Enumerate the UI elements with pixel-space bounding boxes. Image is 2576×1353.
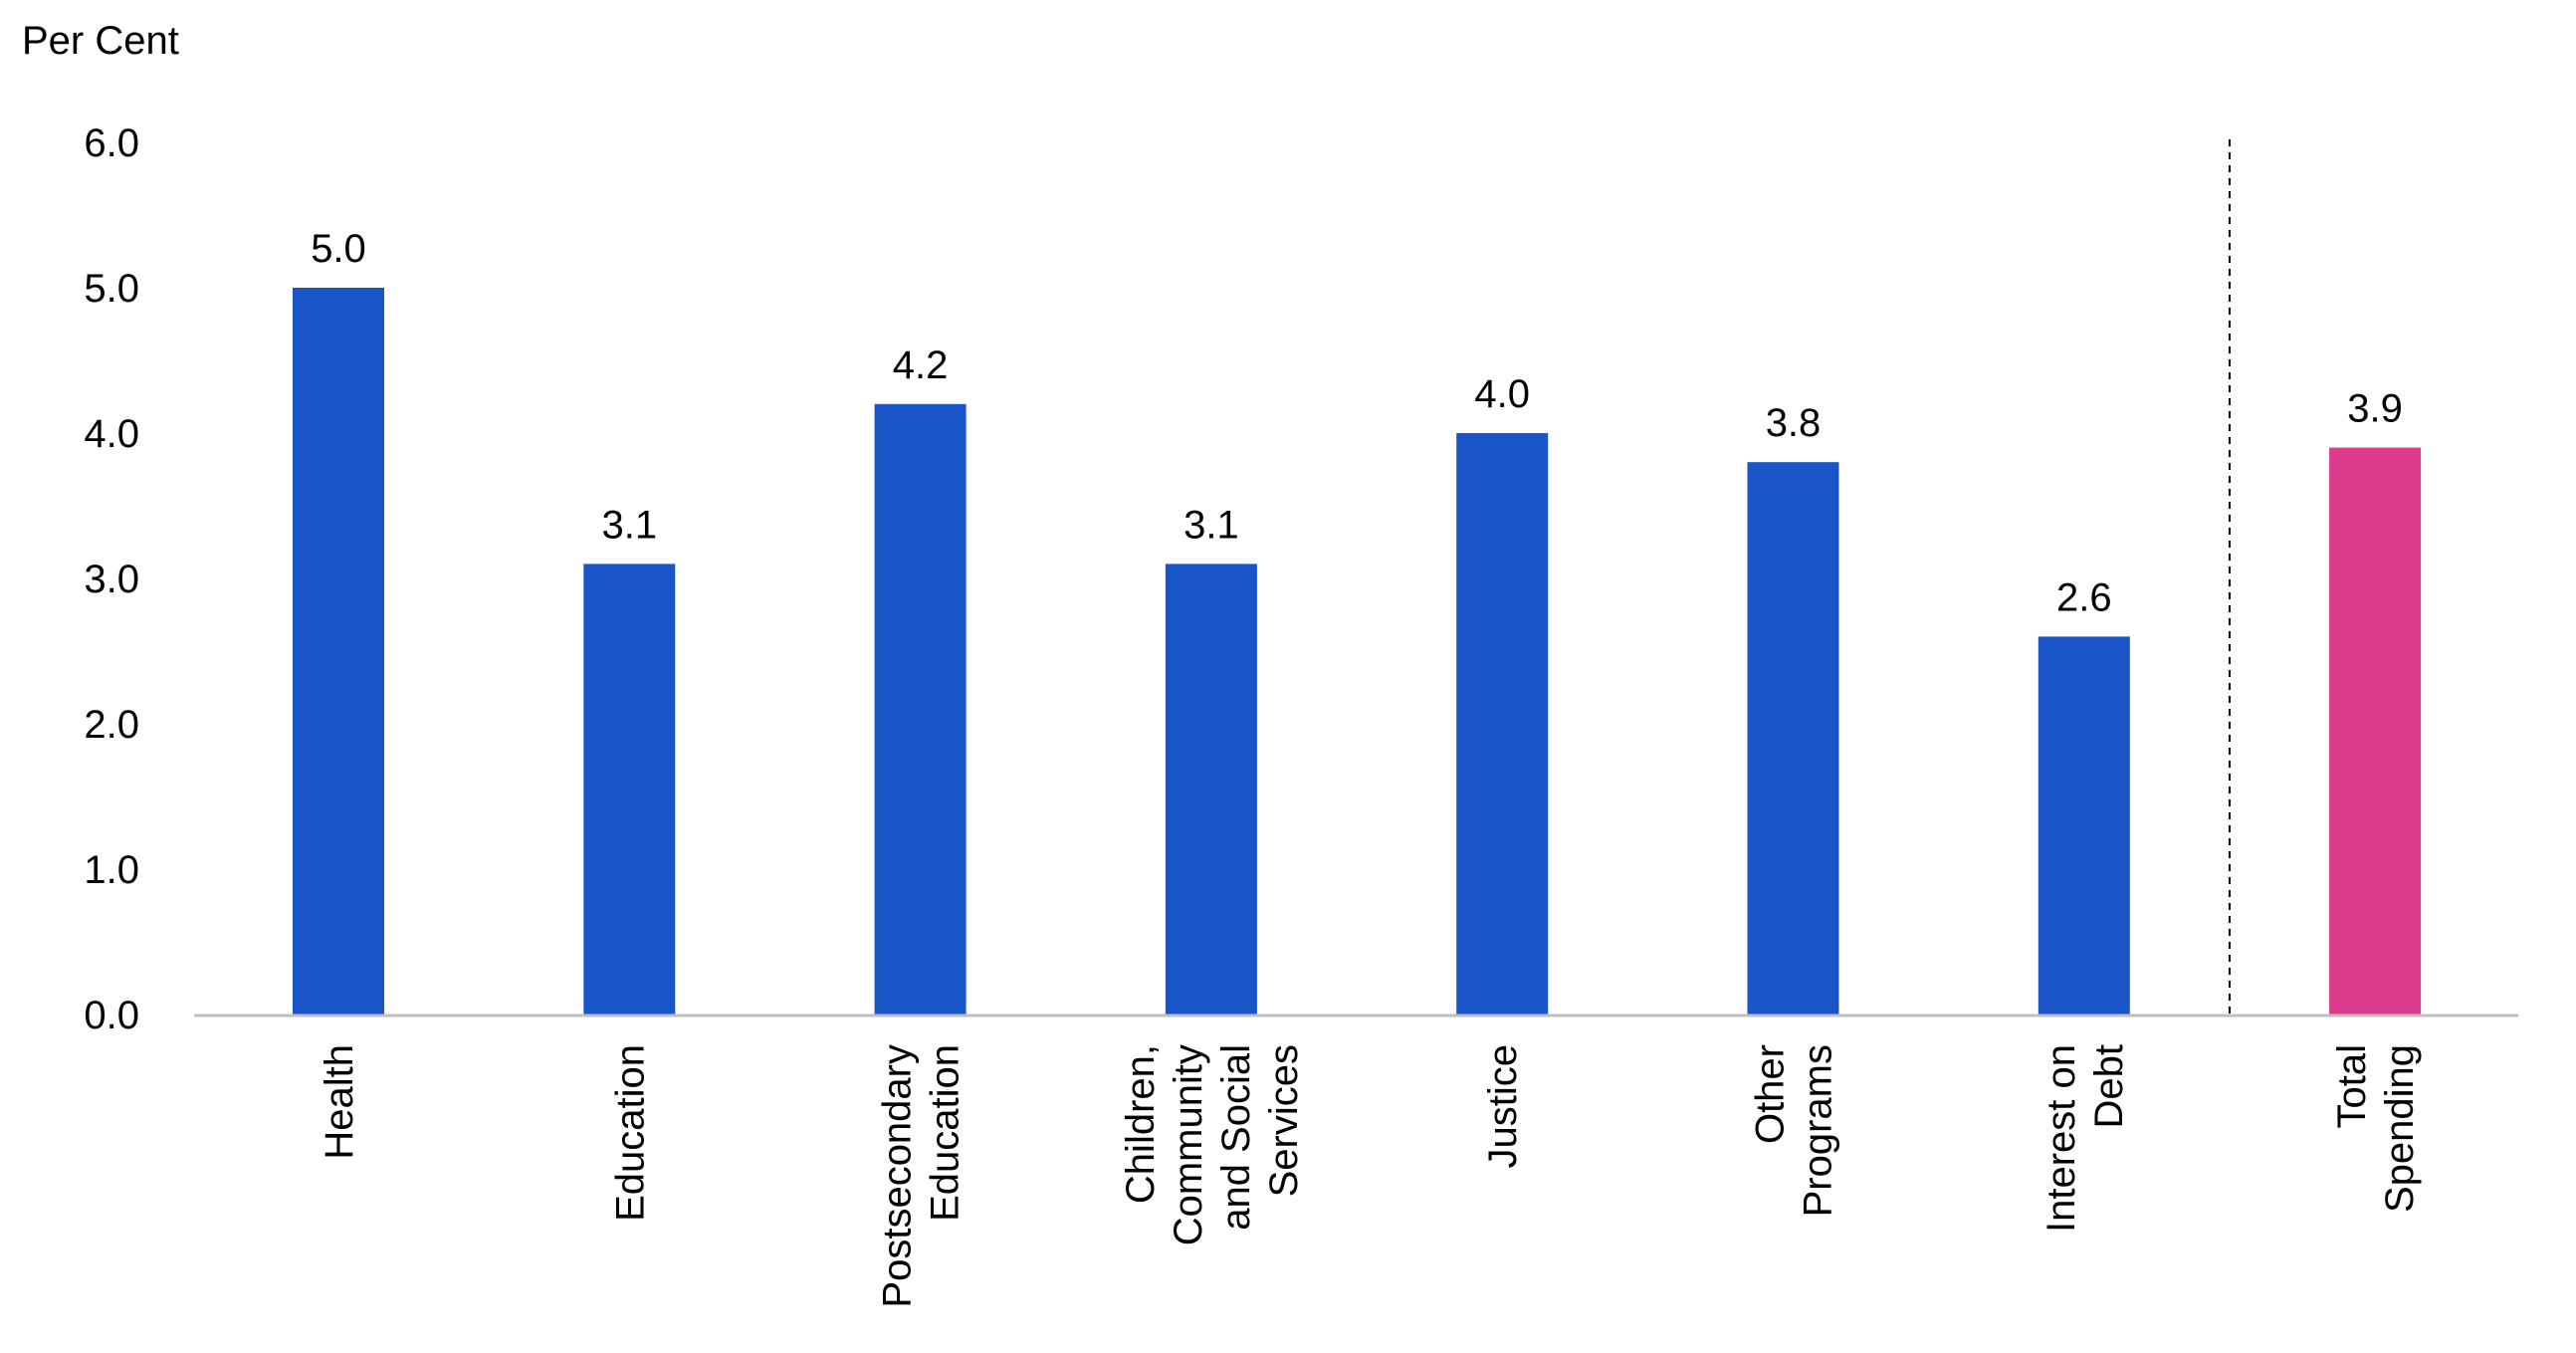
bar — [583, 564, 676, 1015]
x-tick-label: Children, Community and Social Services — [1119, 1044, 1306, 1245]
data-label: 3.8 — [1766, 401, 1822, 445]
bar — [1456, 433, 1549, 1015]
x-tick-label-line: Debt — [2087, 1044, 2131, 1129]
x-tick-label-line: Postsecondary — [876, 1044, 920, 1308]
x-tick-label-line: Health — [318, 1044, 361, 1160]
bar — [1747, 462, 1839, 1015]
y-tick-label: 3.0 — [84, 558, 139, 601]
y-axis-ticks: 0.0 1.0 2.0 3.0 4.0 5.0 6.0 — [84, 121, 139, 1037]
data-label: 3.1 — [1183, 503, 1239, 547]
bar — [2038, 636, 2130, 1015]
x-tick-label: Interest on Debt — [2039, 1044, 2131, 1233]
y-tick-label: 5.0 — [84, 267, 139, 311]
data-label: 4.0 — [1474, 372, 1530, 416]
x-tick-label-line: Education — [608, 1044, 652, 1222]
bar — [293, 288, 384, 1015]
y-tick-label: 4.0 — [84, 412, 139, 456]
y-tick-label: 2.0 — [84, 703, 139, 747]
y-axis-title: Per Cent — [22, 19, 179, 63]
x-axis-labels: Health Education Postsecondary Education Chi… — [318, 1044, 2422, 1308]
x-tick-label: Health — [318, 1044, 361, 1160]
x-tick-label-line: Community — [1167, 1044, 1210, 1245]
x-tick-label-line: Children, — [1119, 1044, 1163, 1204]
y-tick-label: 0.0 — [84, 994, 139, 1037]
x-tick-label-line: Spending — [2378, 1044, 2422, 1213]
x-tick-label-line: Justice — [1481, 1044, 1525, 1169]
data-label: 5.0 — [311, 227, 366, 271]
data-label: 3.1 — [601, 503, 657, 547]
bar — [2329, 447, 2422, 1015]
x-tick-label-line: Total — [2330, 1044, 2374, 1129]
bars — [293, 288, 2422, 1015]
x-tick-label-line: Education — [924, 1044, 967, 1222]
x-tick-label-line: Other — [1749, 1044, 1793, 1144]
x-tick-label: Total Spending — [2330, 1044, 2422, 1213]
x-tick-label-line: Programs — [1797, 1044, 1840, 1217]
data-label: 2.6 — [2056, 575, 2112, 619]
bar — [1165, 564, 1257, 1015]
x-tick-label: Justice — [1481, 1044, 1525, 1169]
data-label: 4.2 — [893, 343, 949, 387]
y-tick-label: 1.0 — [84, 848, 139, 892]
data-label: 3.9 — [2347, 387, 2403, 431]
x-tick-label-line: and Social — [1214, 1044, 1258, 1231]
y-tick-label: 6.0 — [84, 121, 139, 165]
value-labels: 5.0 3.1 4.2 3.1 4.0 3.8 2.6 3.9 — [311, 227, 2403, 619]
x-tick-label-line: Interest on — [2039, 1044, 2083, 1233]
x-tick-label: Postsecondary Education — [876, 1044, 967, 1308]
x-tick-label: Other Programs — [1749, 1044, 1840, 1217]
bar — [874, 403, 966, 1015]
x-tick-label-line: Services — [1262, 1044, 1306, 1197]
x-tick-label: Education — [608, 1044, 652, 1222]
